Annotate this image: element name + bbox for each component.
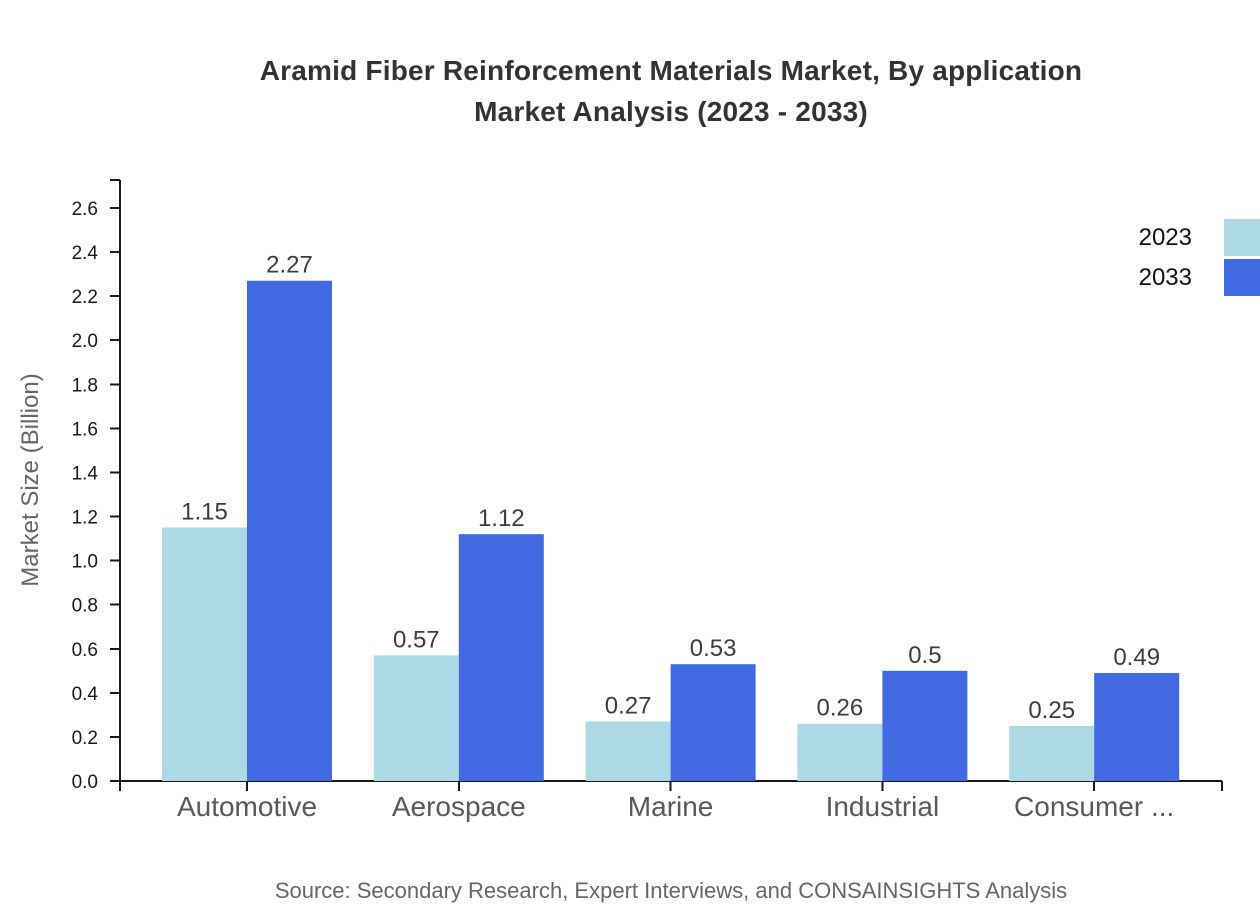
bar-2023-marine [585, 721, 671, 781]
y-tick-label: 2.0 [72, 331, 98, 352]
y-tick-label: 2.6 [72, 199, 98, 220]
bar-2033-industrial [882, 670, 968, 781]
y-axis-title: Market Size (Billion) [17, 373, 44, 586]
x-label-marine: Marine [628, 791, 714, 822]
value-label-2023-marine: 0.27 [605, 692, 652, 719]
y-tick-label: 0.4 [72, 684, 99, 705]
source-note: Source: Secondary Research, Expert Inter… [274, 878, 1068, 903]
chart-title-line-2: Market Analysis (2023 - 2033) [474, 96, 868, 127]
y-tick-label: 2.4 [72, 243, 99, 264]
y-tick-label: 1.4 [72, 463, 99, 484]
bar-2023-industrial [797, 723, 883, 781]
bar-2033-aerospace [458, 534, 544, 781]
y-tick-label: 1.6 [72, 419, 98, 440]
value-label-2023-industrial: 0.26 [817, 695, 864, 722]
legend-item-2023: 2023 [1139, 219, 1260, 256]
value-label-2033-consumer: 0.49 [1113, 644, 1160, 671]
bar-2033-marine [670, 664, 756, 781]
value-label-2033-aerospace: 1.12 [478, 505, 525, 532]
y-tick-label: 2.2 [72, 287, 98, 308]
bar-2033-automotive [247, 280, 332, 781]
bar-2023-consumer [1009, 725, 1095, 781]
legend-item-2033: 2033 [1139, 259, 1260, 296]
value-label-2033-industrial: 0.5 [908, 642, 941, 669]
chart-title-line-1: Aramid Fiber Reinforcement Materials Mar… [259, 55, 1083, 86]
legend-label-2033: 2033 [1138, 263, 1192, 291]
y-tick-label: 0.0 [72, 772, 98, 793]
y-tick-label: 1.0 [72, 552, 98, 573]
bar-2033-consumer [1094, 673, 1180, 781]
value-label-2033-automotive: 2.27 [266, 252, 313, 279]
y-tick-label: 1.2 [72, 508, 98, 529]
legend-swatch-2033 [1224, 259, 1260, 296]
x-label-consumer: Consumer ... [1014, 791, 1174, 822]
x-label-automotive: Automotive [177, 791, 317, 822]
x-label-industrial: Industrial [826, 791, 940, 822]
value-label-2023-consumer: 0.25 [1028, 697, 1075, 724]
bar-2023-automotive [162, 527, 247, 781]
y-tick-label: 0.8 [72, 596, 98, 617]
legend-swatch-2023 [1224, 219, 1260, 256]
legend-label-2023: 2023 [1138, 223, 1192, 251]
y-tick-label: 0.2 [72, 728, 98, 749]
y-tick-label: 1.8 [72, 375, 98, 396]
value-label-2023-aerospace: 0.57 [393, 626, 440, 653]
chart-title: Aramid Fiber Reinforcement Materials Mar… [120, 50, 1222, 132]
bar-2023-aerospace [373, 655, 459, 781]
value-label-2033-marine: 0.53 [690, 635, 737, 662]
legend: 2023 2033 [1139, 219, 1260, 299]
y-tick-label: 0.6 [72, 640, 98, 661]
value-label-2023-automotive: 1.15 [181, 499, 228, 526]
x-label-aerospace: Aerospace [392, 791, 526, 822]
